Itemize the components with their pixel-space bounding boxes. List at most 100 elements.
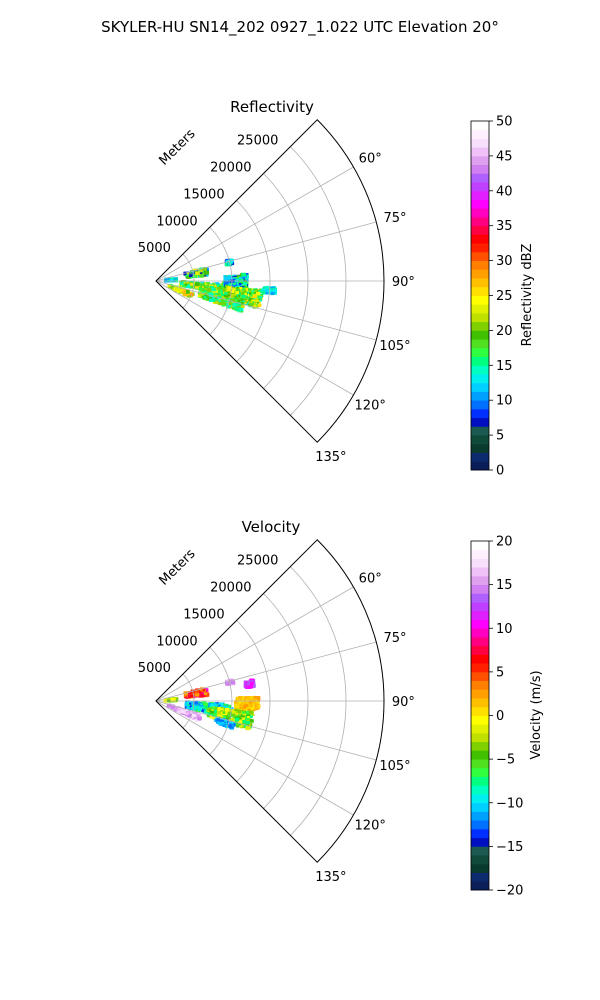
echo-pixel xyxy=(241,272,246,277)
echo-pixel xyxy=(252,294,258,299)
echo-pixel xyxy=(234,704,239,708)
azimuth-tick-label: 135° xyxy=(315,450,346,465)
echo-pixel xyxy=(218,300,221,302)
colorbar-segment xyxy=(471,759,489,769)
echo-pixel xyxy=(220,715,224,718)
echo-pixel xyxy=(203,692,208,695)
echo-pixel xyxy=(209,709,215,714)
echo-pixel xyxy=(214,285,217,288)
echo-pixel xyxy=(248,288,252,292)
azimuth-gridline xyxy=(155,641,377,702)
echo-pixel xyxy=(195,706,199,709)
azimuth-gridline xyxy=(155,221,377,282)
echo-pixel xyxy=(207,712,211,716)
echo-pixel xyxy=(240,299,244,302)
azimuth-tick-label: 75° xyxy=(383,211,406,226)
colorbar-segment xyxy=(471,417,489,427)
echo-pixel xyxy=(248,702,253,706)
echo-pixel xyxy=(264,289,268,292)
echo-pixel xyxy=(223,276,229,281)
echo-pixel xyxy=(218,704,221,707)
colorbar-tick-label: 35 xyxy=(496,219,513,234)
echo-pixel xyxy=(196,714,200,718)
echo-pixel xyxy=(226,704,230,707)
echo-pixel xyxy=(248,723,252,726)
echo-pixel xyxy=(227,711,232,715)
echo-pixel xyxy=(224,703,228,707)
echo-pixel xyxy=(243,289,247,293)
echo-pixel xyxy=(252,301,256,304)
echo-pixel xyxy=(231,287,236,292)
echo-pixel xyxy=(232,283,237,288)
colorbar-segment xyxy=(471,243,489,253)
azimuth-tick-label: 105° xyxy=(379,339,410,354)
echo-pixel xyxy=(231,713,236,717)
colorbar-segment xyxy=(471,863,489,873)
echo-pixel xyxy=(239,286,243,290)
colorbar-segment xyxy=(471,698,489,708)
echo-pixel xyxy=(223,703,226,706)
reflectivity-axis-labels: 60° 75° 90° 105° 120° 135° 5000 10000 15000 20000… xyxy=(138,134,415,465)
echo-pixel xyxy=(256,301,259,304)
echo-pixel xyxy=(239,707,242,709)
echo-pixel xyxy=(270,288,275,292)
colorbar-tick-label: 0 xyxy=(496,464,504,479)
echo-pixel xyxy=(221,303,226,307)
echo-pixel xyxy=(237,706,241,710)
colorbar-tick-label: 20 xyxy=(496,324,513,339)
echo-pixel xyxy=(242,716,246,719)
echo-pixel xyxy=(231,299,236,303)
echo-pixel xyxy=(222,711,226,714)
echo-pixel xyxy=(246,290,251,294)
echo-pixel xyxy=(236,282,240,285)
colorbar-segment xyxy=(471,426,489,436)
echo-pixel xyxy=(215,284,221,288)
echo-pixel xyxy=(248,297,254,302)
echo-pixel xyxy=(238,720,243,724)
echo-pixel xyxy=(254,299,258,302)
echo-pixel xyxy=(199,688,203,691)
echo-pixel xyxy=(255,696,261,700)
echo-pixel xyxy=(255,291,261,296)
echo-pixel xyxy=(214,718,219,722)
echo-pixel xyxy=(220,708,224,711)
echo-pixel xyxy=(219,709,223,712)
echo-pixel xyxy=(222,716,227,719)
colorbar-segment xyxy=(471,147,489,157)
colorbar-segment xyxy=(471,408,489,419)
velocity-colorbar: −20 −15 −10 −5 0 5 10 15 20 xyxy=(470,535,523,899)
echo-pixel xyxy=(183,281,187,285)
echo-pixel xyxy=(190,694,194,698)
colorbar-tick-label: 10 xyxy=(496,394,513,409)
azimuth-tick-label: 90° xyxy=(392,275,415,290)
echo-pixel xyxy=(247,297,251,300)
echo-pixel xyxy=(189,704,192,706)
echo-pixel xyxy=(254,707,257,710)
echo-pixel xyxy=(212,703,217,707)
echo-pixel xyxy=(222,719,227,723)
velocity-axis-labels: 60° 75° 90° 105° 120° 135° 5000 10000 15000 20000… xyxy=(138,554,415,885)
colorbar-segment xyxy=(471,541,489,551)
velocity-panel: Velocity 60° 75° 90° 105° 120° 135° 5000 10000 1… xyxy=(138,518,544,899)
echo-pixel xyxy=(226,721,230,724)
echo-pixel xyxy=(203,688,209,692)
echo-pixel xyxy=(242,720,247,723)
echo-pixel xyxy=(251,299,254,302)
echo-pixel xyxy=(237,716,242,720)
echo-pixel xyxy=(244,704,249,708)
echo-pixel xyxy=(174,706,179,710)
echo-pixel xyxy=(204,287,207,290)
colorbar-tick-label: 20 xyxy=(496,535,513,550)
colorbar-segment xyxy=(471,654,489,664)
echo-pixel xyxy=(248,301,253,305)
colorbar-segment xyxy=(471,173,489,183)
echo-pixel xyxy=(231,295,235,298)
echo-pixel xyxy=(189,281,193,285)
echo-pixel xyxy=(241,702,245,706)
echo-pixel xyxy=(217,289,222,293)
echo-pixel xyxy=(188,702,192,705)
colorbar-segment xyxy=(471,260,489,270)
echo-pixel xyxy=(203,705,208,710)
echo-pixel xyxy=(186,272,190,275)
echo-pixel xyxy=(245,299,249,302)
